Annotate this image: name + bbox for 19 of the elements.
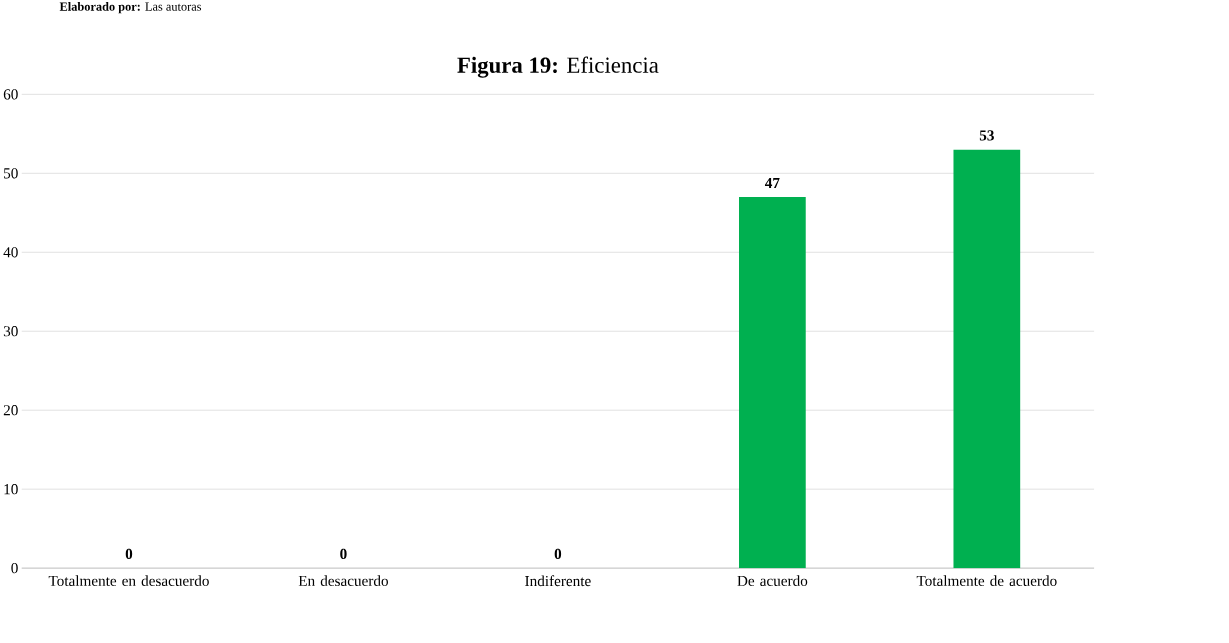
y-tick-label: 40 xyxy=(3,246,18,258)
x-tick-label: Totalmente de acuerdo xyxy=(916,575,1057,586)
x-tick-label: Indiferente xyxy=(525,575,591,586)
chart-title: Figura 19: Eficiencia xyxy=(457,56,659,78)
y-tick-label: 50 xyxy=(4,167,18,179)
x-tick-label: Totalmente en desacuerdo xyxy=(48,575,209,586)
data-label: 47 xyxy=(764,177,780,188)
data-label: 0 xyxy=(125,548,133,559)
y-tick-label: 60 xyxy=(3,89,18,100)
y-tick-label: 20 xyxy=(3,404,18,416)
y-tick-label: 0 xyxy=(11,562,18,574)
y-tick-label: 30 xyxy=(3,325,18,337)
data-label: 0 xyxy=(340,548,347,559)
y-tick-label: 10 xyxy=(4,483,18,495)
x-tick-label: De acuerdo xyxy=(737,575,808,586)
x-tick-label: En desacuerdo xyxy=(298,575,388,586)
data-label: 53 xyxy=(979,130,994,141)
data-label: 0 xyxy=(554,548,562,559)
text: Elaborado por: Las autoras xyxy=(59,1,202,14)
